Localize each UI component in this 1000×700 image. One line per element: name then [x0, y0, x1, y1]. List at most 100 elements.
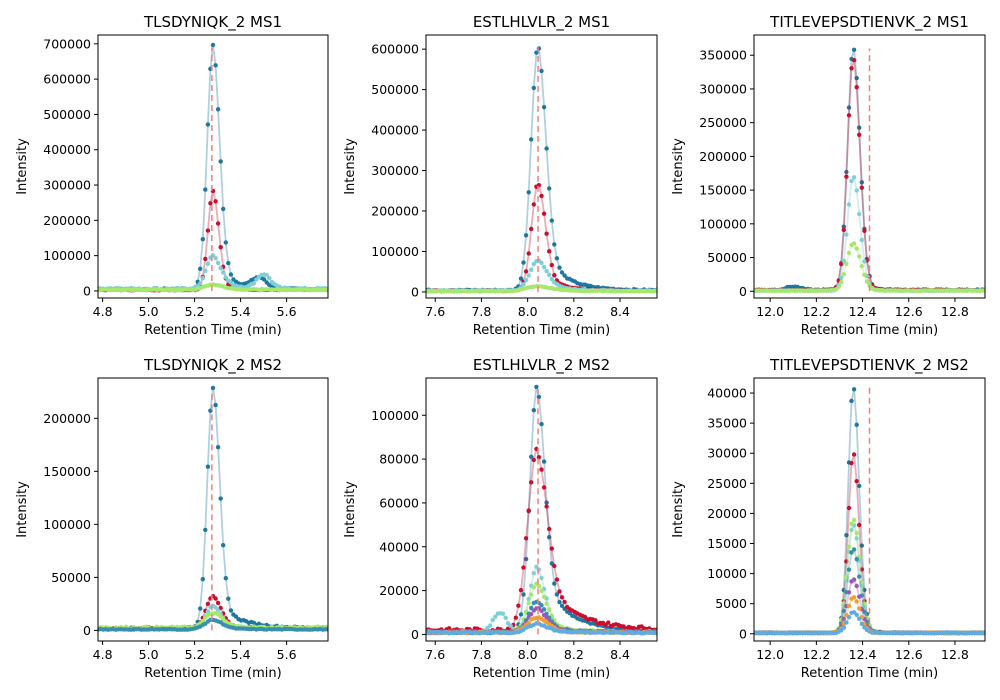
data-point — [223, 275, 228, 280]
y-tick-label: 200000 — [43, 213, 91, 228]
data-point — [854, 75, 859, 81]
x-tick-label: 8.4 — [610, 647, 630, 662]
data-point — [854, 599, 859, 604]
y-tick-label: 300000 — [371, 163, 419, 178]
series-points-3 — [426, 283, 657, 294]
data-point — [536, 583, 542, 589]
y-tick-label: 40000 — [707, 386, 747, 401]
data-point — [544, 268, 549, 274]
data-point — [205, 228, 211, 233]
data-point — [531, 408, 536, 413]
data-point — [325, 626, 328, 632]
data-point — [549, 262, 554, 268]
axes-frame — [425, 34, 658, 299]
data-point — [844, 232, 849, 237]
data-point — [539, 68, 544, 74]
data-point — [500, 611, 506, 616]
data-point — [606, 620, 611, 625]
data-point — [203, 187, 208, 192]
data-point — [205, 601, 211, 607]
data-point — [215, 445, 221, 450]
data-point — [541, 459, 547, 464]
x-tick-label: 8.0 — [518, 647, 538, 662]
data-point — [841, 608, 846, 614]
data-point — [841, 227, 846, 233]
data-point — [857, 616, 862, 621]
data-point — [846, 615, 852, 620]
data-point — [859, 185, 864, 190]
data-point — [531, 261, 536, 267]
data-point — [521, 282, 526, 287]
data-point — [218, 159, 223, 164]
y-tick-label: 100000 — [43, 517, 91, 532]
data-point — [859, 237, 864, 243]
y-tick-label: 40000 — [379, 539, 419, 554]
y-axis-label: Intensity — [343, 481, 358, 538]
data-point — [839, 275, 844, 280]
data-point — [849, 460, 854, 466]
x-axis-label: Retention Time (min) — [144, 323, 281, 338]
data-point — [200, 276, 205, 281]
data-point — [198, 266, 203, 271]
series-points-0 — [426, 384, 657, 636]
data-point — [213, 605, 218, 610]
data-point — [562, 273, 567, 278]
data-point — [841, 625, 846, 630]
chart-panel-1: 7.6 7.8 8.0 8.2 8.4 0 100000 200000 300000 400000… — [343, 13, 658, 338]
data-point — [544, 146, 549, 151]
data-point — [854, 246, 859, 251]
axes-frame — [425, 377, 658, 642]
y-tick-label: 100000 — [371, 408, 419, 423]
data-point — [529, 454, 534, 459]
data-point — [857, 254, 862, 259]
y-tick-label: 300000 — [43, 178, 91, 193]
data-point — [841, 258, 846, 264]
chart-panel-3: 4.8 5.0 5.2 5.4 5.6 0 50000 100000 150000 200000 T… — [15, 356, 329, 681]
data-point — [846, 567, 852, 572]
data-point — [526, 600, 531, 606]
data-point — [213, 596, 218, 601]
x-tick-label: 12.8 — [941, 304, 969, 319]
data-point — [849, 550, 854, 555]
x-tick-label: 7.8 — [471, 647, 491, 662]
data-point — [854, 85, 859, 90]
data-point — [544, 231, 549, 236]
data-point — [539, 421, 544, 427]
data-point — [859, 580, 864, 585]
data-point — [210, 385, 216, 391]
y-tick-label: 300000 — [699, 81, 747, 96]
data-point — [541, 264, 547, 270]
y-tick-label: 50000 — [707, 250, 747, 265]
data-point — [526, 251, 531, 256]
data-point — [844, 559, 849, 564]
series-line-0 — [98, 387, 328, 631]
x-axis-label: Retention Time (min) — [473, 323, 610, 338]
x-tick-label: 4.8 — [93, 647, 113, 662]
series-line-0 — [426, 45, 657, 292]
y-tick-label: 400000 — [371, 123, 419, 138]
data-point — [844, 533, 849, 538]
data-point — [544, 615, 549, 620]
data-point — [200, 618, 205, 624]
data-point — [228, 280, 234, 285]
data-point — [521, 565, 526, 570]
y-tick-label: 100000 — [43, 248, 91, 263]
data-point — [208, 201, 213, 206]
data-point — [200, 237, 205, 242]
data-point — [549, 546, 554, 551]
data-point — [523, 536, 529, 541]
data-point — [526, 190, 531, 195]
data-point — [221, 206, 226, 212]
data-point — [854, 536, 859, 541]
data-point — [841, 601, 846, 606]
data-point — [562, 599, 567, 605]
data-point — [215, 107, 221, 112]
chart-panel-5: 12.0 12.2 12.4 12.6 12.8 0 5000 10000 15000 20000… — [671, 356, 986, 681]
y-tick-label: 600000 — [371, 42, 419, 57]
data-point — [554, 577, 560, 582]
data-point — [536, 394, 542, 400]
x-axis-label: Retention Time (min) — [801, 323, 938, 338]
data-point — [516, 603, 521, 608]
data-point — [846, 590, 852, 595]
data-point — [523, 556, 529, 562]
